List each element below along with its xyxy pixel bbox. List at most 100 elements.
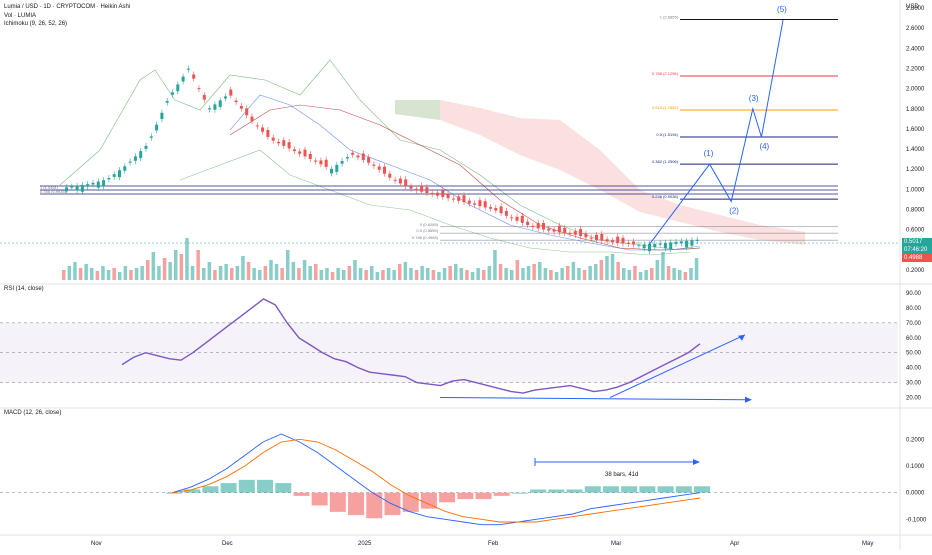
rsi-tick-label: 90.00 — [906, 291, 922, 297]
candle-body — [510, 217, 514, 219]
price-tick-label: 1.6000 — [906, 127, 925, 133]
rsi-legend[interactable]: RSI (14, close) — [4, 286, 44, 292]
volume-bar — [353, 260, 357, 280]
candle-body — [356, 155, 360, 158]
macd-histogram-bar — [348, 492, 365, 516]
volume-bar — [543, 268, 548, 280]
candle-body — [398, 178, 402, 184]
volume-bar — [246, 262, 251, 280]
volume-bar — [112, 268, 116, 280]
price-tick-label: 0.8000 — [906, 208, 925, 214]
volume-bar — [207, 262, 212, 280]
macd-histogram-bar — [493, 492, 510, 496]
macd-histogram-bar — [184, 489, 201, 493]
candle-body — [674, 241, 678, 244]
volume-bar — [162, 258, 167, 280]
candle-body — [563, 227, 567, 234]
volume-bar — [622, 268, 626, 280]
volume-bar — [476, 268, 480, 280]
volume-bar — [358, 268, 363, 280]
volume-bar — [549, 270, 553, 280]
candle-body — [388, 173, 392, 178]
candle-body — [589, 237, 593, 239]
candle-body — [171, 92, 174, 95]
candle-body — [605, 239, 609, 242]
candle-body — [393, 179, 397, 181]
fib-level-label: 0.618 (1.7882) — [652, 105, 679, 110]
measure-arrow — [693, 459, 700, 465]
fib-level-label: 0.786 (0.9935) — [40, 189, 67, 194]
candle-body — [409, 186, 413, 189]
time-tick-label: Mar — [611, 541, 621, 547]
currency-label: USD — [906, 4, 919, 10]
candle-body — [319, 160, 323, 165]
rsi-tick-label: 30.00 — [906, 381, 922, 387]
volume-bar — [426, 268, 430, 280]
volume-bar — [196, 250, 200, 280]
candle-body — [467, 200, 471, 204]
volume-bar — [689, 268, 693, 280]
candle-body — [648, 244, 651, 252]
volume-bar — [459, 268, 464, 280]
symbol-legend[interactable]: Lumia / USD · 1D · CRYPTOCOM · Heikin As… — [4, 4, 131, 10]
candle-body — [181, 76, 185, 82]
volume-bar — [661, 252, 665, 280]
fib-level-label: 0.5 (1.5194) — [656, 132, 678, 137]
price-tick-label: 1.2000 — [906, 167, 925, 173]
candle-body — [579, 229, 583, 237]
candle-body — [345, 157, 349, 159]
candle-body — [377, 166, 381, 170]
elliott-wave-label: (3) — [749, 94, 759, 103]
price-tick-label: 1.8000 — [906, 107, 925, 113]
candle-body — [669, 242, 673, 249]
candle-body — [372, 164, 376, 166]
candle-body — [208, 108, 212, 110]
candle-body — [473, 203, 477, 205]
candle-body — [197, 88, 201, 90]
candle-body — [695, 239, 699, 241]
volume-bar — [375, 272, 380, 280]
volume-bar — [274, 264, 279, 280]
volume-bar — [95, 271, 100, 280]
candle-body — [351, 152, 355, 155]
ichimoku-legend[interactable]: Ichimoku (9, 26, 52, 26) — [4, 21, 68, 27]
volume-bar — [666, 266, 671, 280]
volume-bar — [252, 268, 256, 280]
volume-bar — [381, 270, 385, 280]
volume-bar — [694, 258, 699, 280]
candle-body — [367, 157, 371, 163]
candle-body — [536, 222, 540, 229]
candle-body — [330, 168, 333, 174]
volume-bar — [398, 264, 402, 280]
candle-body — [584, 233, 588, 238]
candle-body — [685, 240, 689, 248]
candle-body — [292, 149, 296, 152]
volume-bar — [560, 268, 564, 280]
macd-histogram-bar — [457, 492, 474, 500]
volume-bar — [610, 254, 615, 280]
rsi-trend-arrow — [738, 334, 745, 341]
open-price-badge: 0.4988 — [902, 254, 932, 262]
macd-histogram-bar — [366, 492, 383, 519]
candle-body — [139, 151, 143, 159]
volume-bar — [594, 264, 598, 280]
volume-bar — [230, 268, 234, 280]
volume-legend[interactable]: Vol · LUMIA — [4, 13, 37, 19]
candle-body — [547, 228, 551, 231]
volume-bar — [106, 270, 111, 280]
candle-body — [632, 241, 636, 245]
candle-body — [165, 100, 169, 103]
candle-body — [70, 186, 74, 188]
fib-level-label: 0.382 (1.2506) — [652, 159, 679, 164]
volume-bar — [224, 264, 228, 280]
candle-body — [80, 185, 84, 192]
volume-bar — [168, 262, 172, 280]
macd-legend[interactable]: MACD (12, 26, close) — [4, 410, 62, 416]
volume-bar — [370, 266, 374, 280]
rsi-tick-label: 70.00 — [906, 321, 922, 327]
signal-line — [171, 438, 701, 523]
volume-bar — [67, 266, 72, 280]
price-tick-label: 0.6000 — [906, 228, 925, 234]
price-tick-label: 1.4000 — [906, 147, 925, 153]
